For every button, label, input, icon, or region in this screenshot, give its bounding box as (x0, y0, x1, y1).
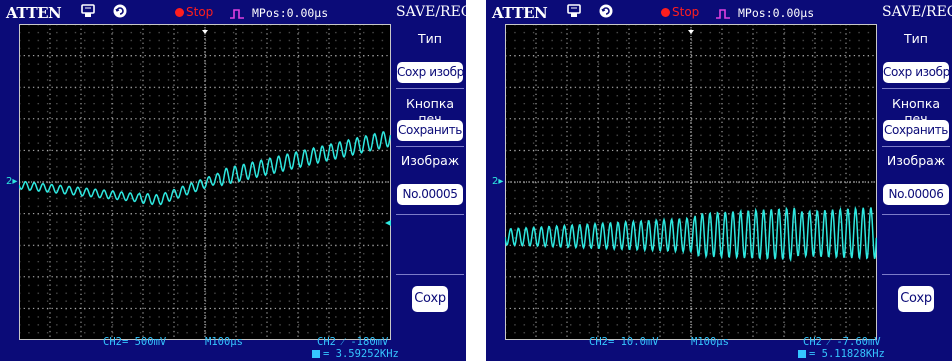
frequency-icon (798, 350, 806, 358)
menu-divider (396, 88, 464, 89)
frequency-icon (312, 350, 320, 358)
usb-icon (80, 3, 96, 23)
frequency-readout: = 5.11828KHz (798, 348, 885, 360)
usb-icon (566, 3, 582, 23)
stop-dot-icon (175, 8, 184, 17)
print-key-option-button[interactable]: Сохранить (397, 120, 463, 141)
menu-divider (882, 88, 950, 89)
ch2-ground-marker: 2▸ (6, 176, 18, 187)
ch2-scale: CH2= 500mV (103, 336, 167, 348)
run-status: Stop (175, 5, 213, 19)
ch2-waveform (19, 130, 391, 206)
menu-type-title: Тип (904, 31, 928, 46)
side-menu: Тип Сохр изобр Кнопка печ Сохранить Изоб… (880, 24, 952, 340)
menu-type-title: Тип (418, 31, 442, 46)
frequency-readout: = 3.59252KHz (312, 348, 399, 360)
trigger-edge-icon (716, 5, 730, 24)
status-bar: ATTEN Stop MPos:0.00µs SAVE/REC (0, 0, 466, 24)
scope-screen-left: ATTEN Stop MPos:0.00µs SAVE/REC (0, 0, 466, 361)
ch2-waveform (505, 205, 877, 263)
horizontal-position: MPos:0.00µs (252, 6, 329, 20)
menu-divider (882, 274, 950, 275)
ch2-scale: CH2= 10.0mV (589, 336, 659, 348)
waveform-grid (505, 24, 877, 340)
type-option-button[interactable]: Сохр изобр (397, 62, 463, 83)
recycle-icon (112, 3, 128, 23)
side-menu: Тип Сохр изобр Кнопка печ Сохранить Изоб… (394, 24, 466, 340)
print-key-option-button[interactable]: Сохранить (883, 120, 949, 141)
menu-divider (396, 146, 464, 147)
brand-logo: ATTEN (492, 4, 548, 22)
scope-screen-right: ATTEN Stop MPos:0.00µs SAVE/REC (486, 0, 952, 361)
waveform-display (505, 24, 877, 340)
timebase: M100µs (205, 336, 243, 348)
trigger-position-marker (202, 30, 208, 34)
menu-image-title: Изображ (400, 153, 460, 168)
timebase: M100µs (691, 336, 729, 348)
recycle-icon (598, 3, 614, 23)
run-status: Stop (661, 5, 699, 19)
waveform-display (19, 24, 391, 340)
menu-image-title: Изображ (886, 153, 946, 168)
bottom-status-bar: CH2= 10.0mV M100µs CH2 ⁄ -7.60mV = 5.118… (486, 336, 952, 361)
menu-divider (396, 214, 464, 215)
menu-divider (882, 214, 950, 215)
horizontal-position: MPos:0.00µs (738, 6, 815, 20)
type-option-button[interactable]: Сохр изобр (883, 62, 949, 83)
trigger-edge-icon (230, 5, 244, 24)
bottom-status-bar: CH2= 500mV M100µs CH2 ⁄ -180mV = 3.59252… (0, 336, 466, 361)
mode-title: SAVE/REC (882, 4, 952, 20)
trigger-setting: CH2 ⁄ -180mV (317, 336, 389, 348)
menu-divider (882, 146, 950, 147)
image-number-button[interactable]: No.00006 (883, 184, 949, 205)
stop-dot-icon (661, 8, 670, 17)
save-button[interactable]: Сохр (898, 286, 934, 312)
trigger-position-marker (688, 30, 694, 34)
trigger-level-marker (385, 220, 391, 226)
waveform-grid (19, 24, 391, 340)
mode-title: SAVE/REC (396, 4, 466, 20)
save-button[interactable]: Сохр (412, 286, 448, 312)
ch2-ground-marker: 2▸ (492, 176, 504, 187)
image-number-button[interactable]: No.00005 (397, 184, 463, 205)
brand-logo: ATTEN (6, 4, 62, 22)
status-bar: ATTEN Stop MPos:0.00µs SAVE/REC (486, 0, 952, 24)
trigger-setting: CH2 ⁄ -7.60mV (803, 336, 881, 348)
menu-divider (396, 274, 464, 275)
